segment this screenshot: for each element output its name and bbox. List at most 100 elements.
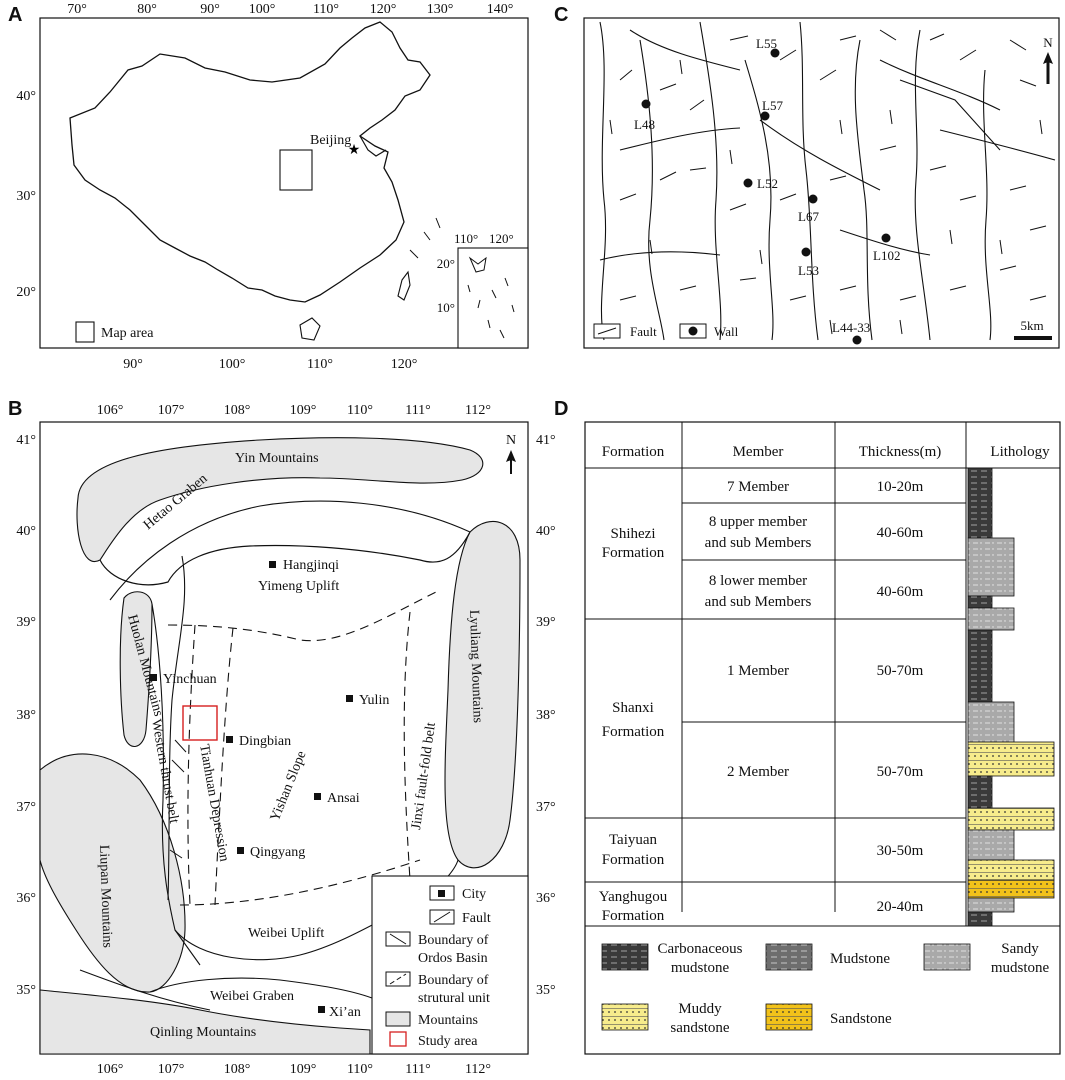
fault-line bbox=[174, 929, 201, 966]
tick-label: 90° bbox=[200, 2, 220, 17]
tick-label: 110° bbox=[347, 403, 373, 418]
tick-label: 120° bbox=[489, 231, 514, 246]
city-dingbian: Dingbian bbox=[239, 734, 291, 749]
panel-a-frame bbox=[39, 17, 529, 349]
tick-label: 35° bbox=[16, 983, 36, 998]
tick-label: 39° bbox=[16, 615, 36, 630]
lithology-column bbox=[967, 467, 1055, 927]
north-label: N bbox=[506, 433, 516, 448]
tick-label: 111° bbox=[405, 403, 431, 418]
map-area-legend-symbol bbox=[75, 321, 95, 343]
taiwan-island bbox=[397, 270, 411, 301]
panel-b-left-ticks: 41° 40° 39° 38° 37° 36° 35° bbox=[16, 433, 36, 998]
label-yin-mountains: Yin Mountains bbox=[235, 451, 319, 466]
header-thickness: Thickness(m) bbox=[859, 444, 941, 460]
tick-label: 120° bbox=[370, 2, 397, 17]
tick-label: 41° bbox=[536, 433, 556, 448]
tick-label: 35° bbox=[536, 983, 556, 998]
city-marker bbox=[226, 736, 233, 743]
tick-label: 70° bbox=[67, 2, 87, 17]
label-yishan-slope: Yishan Slope bbox=[268, 749, 310, 823]
city-yinchuan: Yinchuan bbox=[163, 672, 217, 687]
legend-sandstone-swatch bbox=[765, 1003, 813, 1031]
label-weibei-graben: Weibei Graben bbox=[210, 989, 294, 1004]
tick-label: 38° bbox=[536, 708, 556, 723]
city-hangjinqi: Hangjinqi bbox=[283, 558, 339, 573]
legend-ordos-boundary-icon bbox=[389, 933, 407, 945]
thickness-8-lower: 40-60m bbox=[877, 584, 924, 600]
tick-label: 36° bbox=[536, 891, 556, 906]
legend-carbonaceous-swatch bbox=[601, 943, 649, 971]
well-label: L67 bbox=[798, 209, 819, 224]
panel-b-bottom-ticks: 106° 107° 108° 109° 110° 111° 112° bbox=[97, 1062, 491, 1077]
lyuliang-mountains bbox=[444, 521, 521, 869]
western-faults bbox=[169, 739, 187, 859]
formation-shanxi-1: Shanxi bbox=[612, 700, 654, 716]
tick-label: 36° bbox=[16, 891, 36, 906]
formation-taiyuan-2: Formation bbox=[602, 852, 665, 868]
panel-b-map: 106° 107° 108° 109° 110° 111° 112° 106° … bbox=[16, 403, 555, 1077]
city-qingyang: Qingyang bbox=[250, 845, 305, 860]
tick-label: 106° bbox=[97, 403, 124, 418]
legend-ordos-1: Boundary of bbox=[418, 933, 489, 948]
panel-a-left-ticks: 40° 30° 20° bbox=[16, 89, 36, 300]
inner-western-line bbox=[167, 555, 186, 901]
member-8-lower-1: 8 lower member bbox=[709, 573, 807, 589]
tick-label: 130° bbox=[427, 2, 454, 17]
header-formation: Formation bbox=[602, 444, 665, 460]
tick-label: 110° bbox=[347, 1062, 373, 1077]
city-marker bbox=[318, 1006, 325, 1013]
header-lithology: Lithology bbox=[990, 444, 1050, 460]
panel-letter-a: A bbox=[8, 4, 23, 26]
member-2: 2 Member bbox=[727, 764, 789, 780]
map-area-legend-label: Map area bbox=[101, 326, 154, 341]
tick-label: 40° bbox=[536, 524, 556, 539]
south-china-sea-inset: 110° 120° 20° 10° bbox=[437, 231, 529, 349]
well-marker bbox=[852, 335, 862, 345]
member-8-lower-2: and sub Members bbox=[705, 594, 812, 610]
well-marker bbox=[743, 178, 753, 188]
label-lyuliang-mountains: Lyuliang Mountains bbox=[466, 610, 485, 724]
legend-mountains-icon bbox=[385, 1011, 411, 1027]
ordos-basin-boundary bbox=[99, 531, 471, 586]
lithology-legend: Carbonaceous mudstone Mudstone Sandy mud… bbox=[601, 941, 1050, 1036]
tick-label: 110° bbox=[313, 2, 339, 17]
panel-c-map: L55 L48 L57 L52 L67 L53 L102 L44-33 N Fa… bbox=[583, 17, 1060, 349]
city-marker bbox=[346, 695, 353, 702]
tick-label: 140° bbox=[487, 2, 514, 17]
legend-sandy-2: mudstone bbox=[991, 960, 1050, 976]
tick-label: 107° bbox=[158, 1062, 185, 1077]
panel-b-top-ticks: 106° 107° 108° 109° 110° 111° 112° bbox=[97, 403, 491, 418]
panel-letter-b: B bbox=[8, 398, 23, 420]
tick-label: 100° bbox=[219, 357, 246, 372]
city-yulin: Yulin bbox=[359, 693, 389, 708]
north-arrow-icon bbox=[506, 450, 516, 462]
panel-a-map: 70° 80° 90° 100° 110° 120° 130° 140° 90°… bbox=[16, 2, 529, 372]
china-outline bbox=[69, 21, 431, 303]
tick-label: 108° bbox=[224, 403, 251, 418]
label-yimeng-uplift: Yimeng Uplift bbox=[258, 579, 339, 594]
member-8-upper-1: 8 upper member bbox=[709, 514, 807, 530]
well-marker bbox=[881, 233, 891, 243]
legend-carbonaceous-1: Carbonaceous bbox=[658, 941, 743, 957]
study-area-box bbox=[182, 705, 218, 741]
panel-c-frame bbox=[583, 17, 1060, 349]
label-qinling-mountains: Qinling Mountains bbox=[150, 1025, 256, 1040]
panel-d-column: Formation Member Thickness(m) Lithology … bbox=[584, 421, 1061, 1055]
north-arrow-icon bbox=[1043, 52, 1053, 64]
hainan-island bbox=[299, 317, 321, 341]
liupan-mountains bbox=[39, 753, 186, 993]
tick-label: 38° bbox=[16, 708, 36, 723]
tick-label: 107° bbox=[158, 403, 185, 418]
tick-label: 106° bbox=[97, 1062, 124, 1077]
legend-study-area: Study area bbox=[418, 1034, 478, 1049]
thickness-8-upper: 40-60m bbox=[877, 525, 924, 541]
well-label: L55 bbox=[756, 36, 777, 51]
well-label: L44-33 bbox=[832, 320, 870, 335]
tick-label: 109° bbox=[290, 1062, 317, 1077]
tick-label: 40° bbox=[16, 524, 36, 539]
city-marker bbox=[150, 674, 157, 681]
structural-unit-boundaries bbox=[167, 589, 441, 906]
legend-muddy-sandstone-swatch bbox=[601, 1003, 649, 1031]
